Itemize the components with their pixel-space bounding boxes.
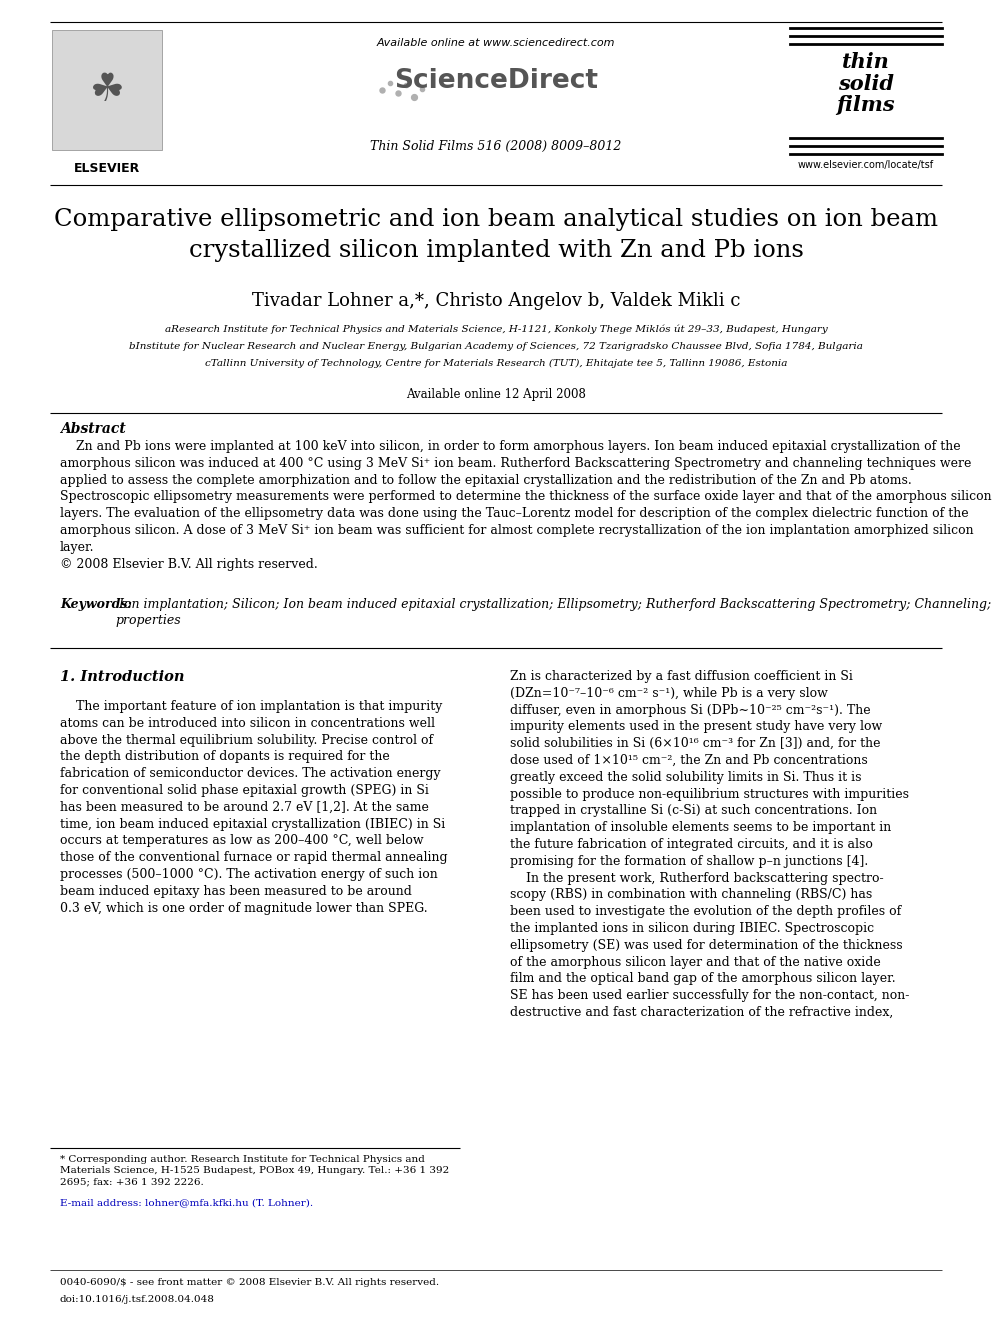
Text: cTallinn University of Technology, Centre for Materials Research (TUT), Ehitajat: cTallinn University of Technology, Centr… — [204, 359, 788, 368]
Text: Thin Solid Films 516 (2008) 8009–8012: Thin Solid Films 516 (2008) 8009–8012 — [370, 140, 622, 153]
Text: Abstract: Abstract — [60, 422, 126, 437]
Text: ScienceDirect: ScienceDirect — [394, 67, 598, 94]
Text: Comparative ellipsometric and ion beam analytical studies on ion beam
crystalliz: Comparative ellipsometric and ion beam a… — [54, 208, 938, 262]
Text: doi:10.1016/j.tsf.2008.04.048: doi:10.1016/j.tsf.2008.04.048 — [60, 1295, 215, 1304]
Text: Zn is characterized by a fast diffusion coefficient in Si
(DZn=10⁻⁷–10⁻⁶ cm⁻² s⁻: Zn is characterized by a fast diffusion … — [510, 669, 910, 1019]
Text: thin
solid
films: thin solid films — [836, 52, 896, 115]
Text: Tivadar Lohner a,*, Christo Angelov b, Valdek Mikli c: Tivadar Lohner a,*, Christo Angelov b, V… — [252, 292, 740, 310]
Text: aResearch Institute for Technical Physics and Materials Science, H-1121, Konkoly: aResearch Institute for Technical Physic… — [165, 325, 827, 335]
Text: 1. Introduction: 1. Introduction — [60, 669, 185, 684]
Text: Available online at www.sciencedirect.com: Available online at www.sciencedirect.co… — [377, 38, 615, 48]
Text: The important feature of ion implantation is that impurity
atoms can be introduc: The important feature of ion implantatio… — [60, 700, 447, 914]
Bar — [52, 30, 162, 149]
Text: www.elsevier.com/locate/tsf: www.elsevier.com/locate/tsf — [798, 160, 934, 169]
Text: * Corresponding author. Research Institute for Technical Physics and
Materials S: * Corresponding author. Research Institu… — [60, 1155, 449, 1187]
Text: 0040-6090/$ - see front matter © 2008 Elsevier B.V. All rights reserved.: 0040-6090/$ - see front matter © 2008 El… — [60, 1278, 439, 1287]
Text: Ion implantation; Silicon; Ion beam induced epitaxial crystallization; Ellipsome: Ion implantation; Silicon; Ion beam indu… — [115, 598, 992, 627]
Text: ☘: ☘ — [89, 71, 124, 108]
Text: Zn and Pb ions were implanted at 100 keV into silicon, in order to form amorphou: Zn and Pb ions were implanted at 100 keV… — [60, 441, 992, 570]
Text: Available online 12 April 2008: Available online 12 April 2008 — [406, 388, 586, 401]
Text: ELSEVIER: ELSEVIER — [73, 161, 140, 175]
Text: E-mail address: lohner@mfa.kfki.hu (T. Lohner).: E-mail address: lohner@mfa.kfki.hu (T. L… — [60, 1199, 313, 1207]
Text: Keywords:: Keywords: — [60, 598, 132, 611]
Text: bInstitute for Nuclear Research and Nuclear Energy, Bulgarian Academy of Science: bInstitute for Nuclear Research and Nucl… — [129, 343, 863, 351]
